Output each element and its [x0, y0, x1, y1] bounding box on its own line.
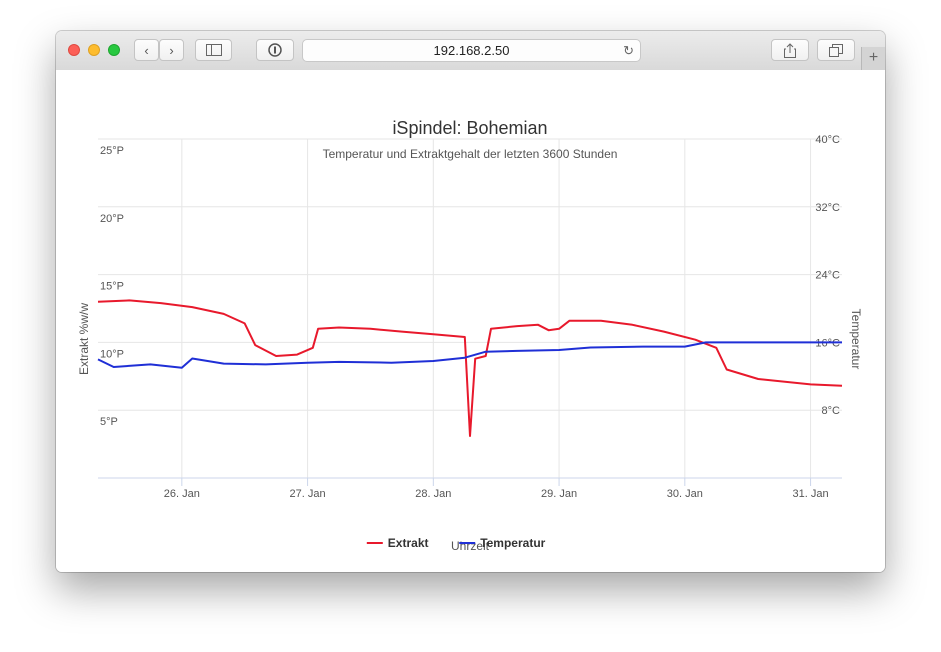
x-tick-label: 27. Jan [290, 488, 326, 500]
back-icon: ‹ [144, 42, 149, 58]
reader-icon [268, 43, 282, 57]
plot-lines [97, 299, 843, 437]
sidebar-button[interactable] [195, 39, 232, 61]
back-button[interactable]: ‹ [134, 39, 159, 61]
y-left-tick-label: 25°P [100, 145, 124, 157]
chart: iSpindel: Bohemian Temperatur und Extrak… [77, 118, 863, 553]
y-right-tick-label: 40°C [815, 134, 840, 146]
tabs-button[interactable] [817, 39, 855, 61]
y-left-tick-label: 15°P [100, 281, 124, 293]
zoom-light[interactable] [108, 44, 120, 56]
browser-toolbar: ‹ › 192.168.2.50 ↻ [56, 31, 885, 71]
close-light[interactable] [68, 44, 80, 56]
minimize-light[interactable] [88, 44, 100, 56]
chart-title: iSpindel: Bohemian [392, 118, 547, 138]
reload-icon[interactable]: ↻ [623, 43, 634, 58]
legend: Extrakt Temperatur [366, 536, 546, 550]
series-line-temperatur [97, 341, 842, 369]
y-right-tick-label: 24°C [815, 270, 840, 282]
new-tab-icon: + [868, 49, 879, 66]
forward-icon: › [169, 42, 174, 58]
share-icon [784, 42, 796, 58]
share-button[interactable] [771, 39, 809, 61]
y-left-tick-label: 5°P [100, 416, 118, 428]
y-left-tick-label: 10°P [100, 348, 124, 360]
y-right-axis-label: Temperatur [849, 309, 863, 370]
reader-button[interactable] [256, 39, 294, 61]
y-left-tick-label: 20°P [100, 213, 124, 225]
x-tick-label: 26. Jan [164, 488, 200, 500]
y-left-axis-label: Extrakt %w/w [77, 303, 91, 375]
x-tick-label: 28. Jan [415, 488, 451, 500]
series-line-extrakt [97, 299, 843, 437]
grid [98, 138, 842, 478]
address-bar[interactable]: 192.168.2.50 ↻ [302, 39, 641, 62]
axes: 5°P 10°P 15°P 20°P 25°P 26. Jan 27. Jan 28. Jan… [98, 134, 842, 500]
x-tick-label: 31. Jan [793, 488, 829, 500]
page-content: iSpindel: Bohemian Temperatur und Extrak… [56, 70, 885, 572]
chart-subtitle: Temperatur und Extraktgehalt der letzten… [323, 147, 618, 161]
legend-label-extrakt: Extrakt [388, 536, 429, 550]
x-tick-label: 29. Jan [541, 488, 577, 500]
legend-label-temperatur: Temperatur [480, 536, 545, 550]
forward-button[interactable]: › [159, 39, 184, 61]
x-tick-label: 30. Jan [667, 488, 703, 500]
y-right-tick-label: 8°C [822, 405, 841, 417]
url-text: 192.168.2.50 [433, 43, 510, 58]
browser-window: ‹ › 192.168.2.50 ↻ [56, 31, 885, 572]
sidebar-icon [205, 44, 222, 56]
y-right-tick-label: 32°C [815, 202, 840, 214]
new-tab-button[interactable]: + [861, 47, 885, 70]
tabs-icon [829, 43, 843, 57]
